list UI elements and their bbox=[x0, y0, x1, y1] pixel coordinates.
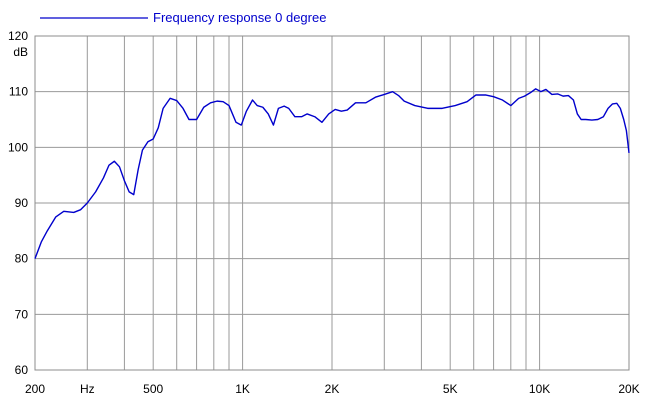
x-tick-label: 500 bbox=[143, 382, 163, 396]
y-tick-label: 120 bbox=[8, 29, 28, 43]
x-tick-label: 10K bbox=[529, 382, 550, 396]
y-tick-label: 100 bbox=[8, 140, 28, 154]
x-tick-label: 2K bbox=[325, 382, 340, 396]
x-tick-label: 1K bbox=[235, 382, 250, 396]
y-tick-label: 110 bbox=[9, 85, 28, 99]
legend: Frequency response 0 degree bbox=[40, 10, 326, 25]
y-tick-label: 60 bbox=[15, 363, 29, 377]
y-tick-label: 70 bbox=[15, 307, 29, 321]
x-axis-tick-labels: 200 Hz 500 1K 2K 5K 10K 20K bbox=[25, 382, 640, 396]
x-tick-label: 20K bbox=[618, 382, 639, 396]
series-line bbox=[34, 88, 630, 259]
series-lines bbox=[34, 88, 630, 259]
y-tick-label: 90 bbox=[15, 196, 29, 210]
y-tick-label: 80 bbox=[15, 252, 29, 266]
y-axis-unit-label: dB bbox=[13, 45, 28, 59]
legend-series-label: Frequency response 0 degree bbox=[153, 10, 326, 25]
plot-frame bbox=[34, 35, 630, 371]
x-tick-label: Hz bbox=[80, 382, 95, 396]
y-axis-tick-labels: 60 70 80 90 100 110 120 bbox=[8, 29, 28, 377]
x-tick-label: 5K bbox=[443, 382, 458, 396]
x-tick-label: 200 bbox=[25, 382, 45, 396]
